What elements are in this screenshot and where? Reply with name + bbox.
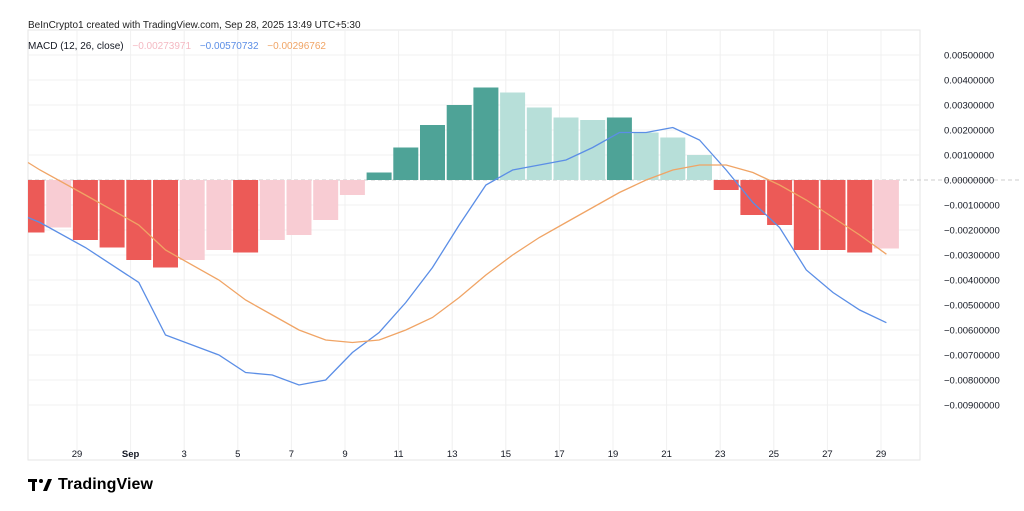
histogram-bars [28,87,899,268]
y-tick-label: 0.00300000 [944,101,994,112]
x-tick-label: 27 [822,449,833,460]
x-tick-label: 29 [72,449,83,460]
x-tick-label: 13 [447,449,458,460]
macd-lines [27,126,887,386]
histogram-bar [339,180,365,195]
y-tick-label: 0.00000000 [944,176,994,187]
legend-macd-value: −0.00570732 [199,41,259,52]
histogram-bar [713,180,739,190]
y-tick-label: −0.00700000 [944,351,1000,362]
histogram-bar [446,105,472,180]
x-tick-label: 9 [342,449,347,460]
y-tick-label: −0.00300000 [944,251,1000,262]
y-tick-label: −0.00400000 [944,276,1000,287]
x-tick-label: 11 [394,449,404,460]
y-tick-label: −0.00900000 [944,401,1000,412]
histogram-bar [873,180,899,249]
chart-attribution: BeInCrypto1 created with TradingView.com… [28,20,361,31]
histogram-bar [633,132,659,180]
y-tick-label: −0.00800000 [944,376,1000,387]
histogram-bar [99,180,125,248]
x-tick-label: 15 [501,449,512,460]
histogram-bar [366,172,392,180]
x-tick-label: 25 [769,449,780,460]
histogram-bar [526,107,552,180]
histogram-bar [793,180,819,250]
y-tick-label: −0.00600000 [944,326,1000,337]
y-tick-label: 0.00500000 [944,51,994,62]
x-tick-label: 17 [554,449,565,460]
x-tick-label: 29 [876,449,887,460]
x-tick-label: 23 [715,449,726,460]
x-tick-label: 3 [182,449,187,460]
histogram-bar [500,92,526,180]
indicator-legend[interactable]: MACD (12, 26, close) −0.00273971 −0.0057… [28,41,332,52]
histogram-bar [28,180,45,233]
histogram-bar [233,180,259,253]
histogram-bar [206,180,232,250]
histogram-bar [153,180,178,268]
y-tick-label: 0.00200000 [944,126,994,137]
histogram-bar [313,180,339,220]
legend-indicator-name: MACD (12, 26, close) [28,41,124,52]
x-tick-label: 21 [661,449,672,460]
histogram-bar [179,180,205,260]
histogram-bar [553,117,579,180]
y-tick-label: −0.00200000 [944,226,1000,237]
legend-signal-value: −0.00296762 [267,41,326,52]
legend-histogram-value: −0.00273971 [132,41,192,52]
time-axis: 29 Sep 3 5 7 9 11 13 15 17 19 21 23 25 27 29 [72,449,887,460]
x-tick-label: Sep [122,449,140,460]
signal-line [27,161,887,344]
histogram-bar [72,180,98,240]
plot-frame [27,29,921,461]
tradingview-logo-icon [28,479,52,491]
histogram-bar [767,180,793,225]
tradingview-logo[interactable]: TradingView [28,476,153,494]
x-tick-label: 7 [289,449,294,460]
price-axis: 0.00500000 0.00400000 0.00300000 0.00200000… [944,51,1000,412]
histogram-bar [740,180,766,215]
histogram-bar [259,180,285,240]
y-tick-label: −0.00100000 [944,201,1000,212]
y-tick-label: 0.00100000 [944,151,994,162]
histogram-bar [286,180,312,235]
chart-grid [27,29,1020,461]
histogram-bar [820,180,846,250]
x-tick-label: 5 [235,449,240,460]
y-tick-label: 0.00400000 [944,76,994,87]
histogram-bar [420,125,445,180]
histogram-bar [473,87,499,180]
histogram-bar [393,147,419,180]
tradingview-logo-text: TradingView [58,476,154,493]
histogram-bar [687,155,712,180]
y-tick-label: −0.00500000 [944,301,1000,312]
histogram-bar [606,117,632,180]
histogram-bar [580,120,606,180]
histogram-bar [46,180,72,228]
x-tick-label: 19 [608,449,619,460]
macd-line [27,126,887,386]
